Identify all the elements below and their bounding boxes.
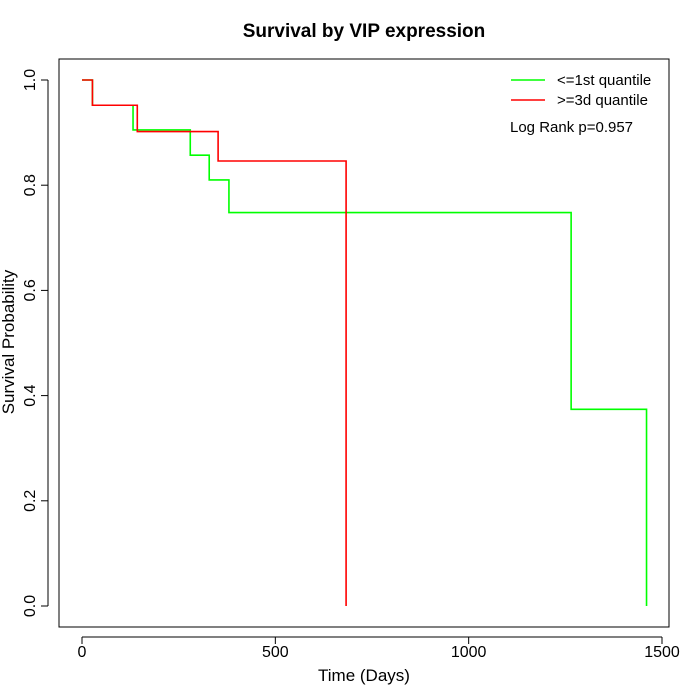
y-tick-label: 0.2 (22, 490, 39, 512)
x-tick-label: 1000 (451, 644, 487, 661)
x-tick-label: 1500 (644, 644, 680, 661)
x-tick-label: 500 (262, 644, 289, 661)
chart-title: Survival by VIP expression (243, 21, 486, 42)
series-line-2 (82, 79, 347, 606)
y-tick-label: 0.0 (22, 595, 39, 617)
y-tick-label: 1.0 (22, 69, 39, 91)
log-rank-annotation: Log Rank p=0.957 (510, 119, 633, 136)
y-tick-label: 0.8 (22, 174, 39, 196)
legend-label-1: <=1st quantile (557, 72, 651, 89)
plot-frame (58, 58, 670, 628)
x-tick-label: 0 (78, 644, 87, 661)
y-tick-label: 0.6 (22, 279, 39, 301)
y-tick-label: 0.4 (22, 384, 39, 406)
x-axis-label: Time (Days) (318, 666, 410, 685)
legend-label-2: >=3d quantile (557, 92, 648, 109)
y-axis-label: Survival Probability (0, 269, 18, 414)
plot-area: 0 500 1000 1500 0.0 0.2 0.4 0.6 0.8 1.0 (22, 58, 680, 661)
legend: <=1st quantile >=3d quantile (511, 72, 651, 109)
